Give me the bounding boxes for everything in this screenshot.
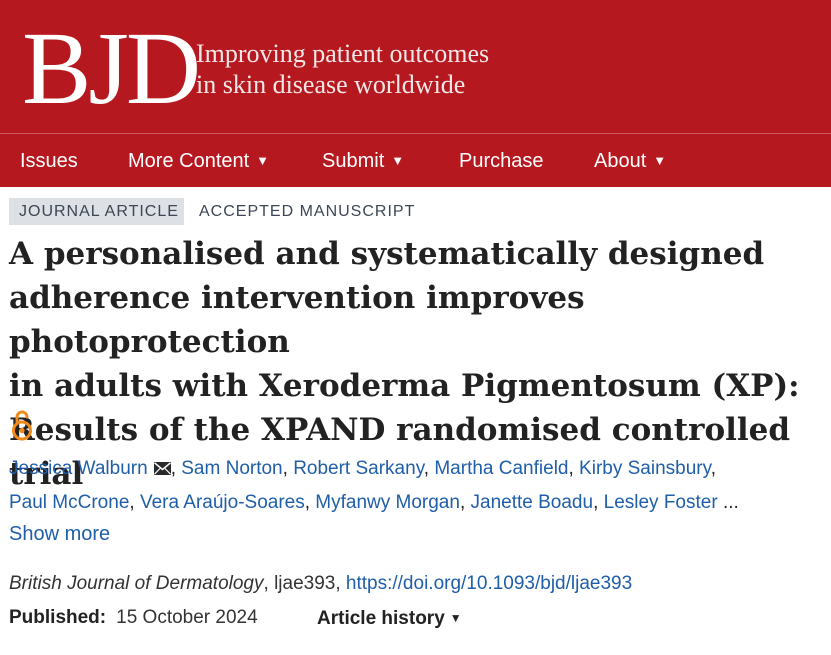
citation-line: British Journal of Dermatology, ljae393,… [9, 573, 633, 594]
author-link[interactable]: Martha Canfield [434, 458, 569, 479]
authors-ellipsis: ... [722, 492, 739, 513]
author-link[interactable]: Myfanwy Morgan [315, 492, 460, 513]
author-link[interactable]: Sam Norton [181, 458, 283, 479]
nav-item-label: More Content [128, 150, 250, 172]
author-line-2: Paul McCrone, Vera Araújo-Soares, Myfanw… [9, 492, 739, 513]
tagline-line-2: in skin disease worldwide [196, 70, 466, 99]
nav-item-label: Purchase [459, 150, 544, 172]
main-nav: Issues More Content ▼ Submit ▼ Purchase Ab… [0, 134, 831, 187]
nav-item-label: Submit [322, 150, 385, 172]
author-link[interactable]: Kirby Sainsbury [579, 458, 711, 479]
nav-item-label: About [594, 150, 647, 172]
author-list: Jessica Walburn, Sam Norton, Robert Sark… [9, 452, 824, 520]
mail-icon[interactable] [153, 462, 171, 475]
nav-item-issues[interactable]: Issues [20, 149, 78, 173]
manuscript-status-badge: ACCEPTED MANUSCRIPT [199, 203, 416, 220]
doi-link[interactable]: https://doi.org/10.1093/bjd/ljae393 [345, 573, 633, 594]
title-line: A personalised and systematically design… [9, 236, 765, 272]
tagline-line-1: Improving patient outcomes [196, 39, 490, 68]
title-line: Results of the XPAND randomised controll… [9, 412, 791, 492]
chevron-down-icon: ▼ [653, 153, 667, 168]
site-tagline: Improving patient outcomes in skin disea… [196, 38, 489, 100]
author-link[interactable]: Janette Boadu [470, 492, 594, 513]
open-access-lock-icon[interactable] [10, 409, 34, 441]
journal-name: British Journal of Dermatology [9, 573, 264, 594]
author-link[interactable]: Robert Sarkany [293, 458, 424, 479]
chevron-down-icon: ▼ [256, 153, 270, 168]
show-more-authors-button[interactable]: Show more [9, 523, 111, 545]
author-link[interactable]: Paul McCrone [9, 492, 130, 513]
chevron-down-icon: ▼ [449, 611, 462, 625]
header-branding: BJD Improving patient outcomes in skin d… [0, 0, 831, 133]
header-divider [0, 133, 831, 134]
title-line: adherence intervention improves photopro… [9, 280, 585, 360]
published-label: Published: [9, 607, 107, 628]
nav-item-purchase[interactable]: Purchase [459, 149, 544, 173]
nav-item-submit[interactable]: Submit ▼ [322, 149, 404, 173]
article-title: A personalised and systematically design… [9, 232, 824, 496]
published-info: Published: 15 October 2024 [9, 604, 258, 632]
author-link[interactable]: Jessica Walburn [9, 458, 148, 479]
nav-item-more-content[interactable]: More Content ▼ [128, 149, 269, 173]
nav-item-about[interactable]: About ▼ [594, 149, 666, 173]
author-line-1: Jessica Walburn, Sam Norton, Robert Sark… [9, 458, 716, 479]
site-header: BJD Improving patient outcomes in skin d… [0, 0, 831, 187]
chevron-down-icon: ▼ [391, 153, 405, 168]
article-type-badge: JOURNAL ARTICLE [9, 198, 184, 225]
article-history-label: Article history [317, 608, 445, 629]
article-id: ljae393 [274, 573, 336, 594]
title-line: in adults with Xeroderma Pigmentosum (XP… [9, 368, 800, 404]
nav-item-label: Issues [20, 150, 78, 172]
author-link[interactable]: Vera Araújo-Soares [139, 492, 305, 513]
article-history-button[interactable]: Article history ▼ [317, 604, 462, 633]
bjd-logo[interactable]: BJD [22, 11, 201, 126]
published-date: 15 October 2024 [116, 607, 258, 628]
author-link[interactable]: Lesley Foster [603, 492, 718, 513]
